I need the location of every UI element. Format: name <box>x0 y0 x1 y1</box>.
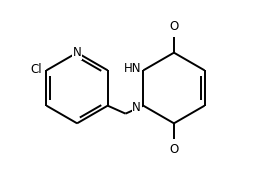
Text: O: O <box>169 143 178 156</box>
Text: N: N <box>73 46 81 59</box>
Text: N: N <box>132 101 141 114</box>
Text: HN: HN <box>124 62 141 75</box>
Text: O: O <box>169 20 178 33</box>
Text: Cl: Cl <box>30 63 42 76</box>
